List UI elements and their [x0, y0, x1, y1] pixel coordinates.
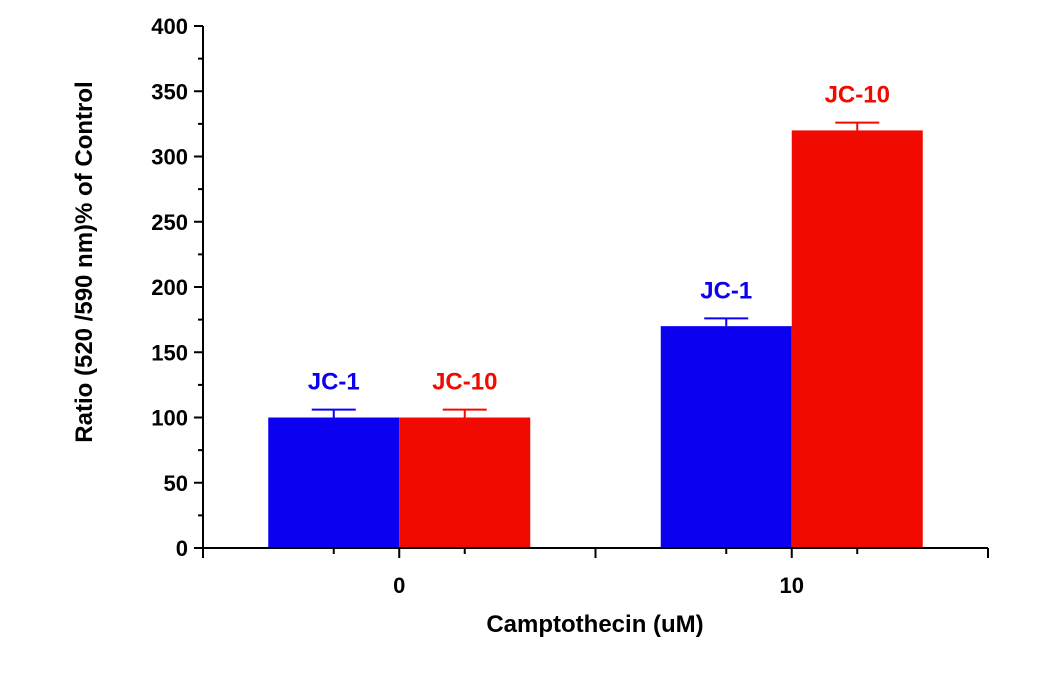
y-tick-label: 0 — [176, 536, 188, 561]
x-tick-label: 0 — [393, 573, 405, 598]
y-tick-label: 400 — [151, 14, 188, 39]
bar-data-label: JC-1 — [308, 369, 360, 396]
y-axis-title: Ratio (520 /590 nm)% of Control — [71, 81, 98, 442]
bar-jc-1-0 — [268, 417, 400, 548]
y-ticks-layer: 0 50 100 150 200 250 300 350 400 — [151, 14, 203, 561]
x-tick-label: 10 — [780, 573, 804, 598]
x-ticks-layer: 0 10 — [202, 548, 989, 598]
y-tick-label: 50 — [164, 471, 188, 496]
y-tick-label: 200 — [151, 275, 188, 300]
x-axis-title: Camptothecin (uM) — [486, 611, 703, 638]
bar-jc-10-0 — [399, 417, 531, 548]
bar-data-label: JC-10 — [432, 369, 497, 396]
bar-jc-10-10 — [791, 130, 923, 548]
bar-labels-layer: JC-1 JC-10 JC-1 JC-10 — [308, 82, 890, 396]
bars-layer — [268, 130, 923, 548]
y-tick-label: 100 — [151, 406, 188, 431]
y-tick-label: 250 — [151, 210, 188, 235]
error-bars-layer — [311, 121, 880, 418]
bar-jc-1-10 — [660, 326, 792, 548]
bar-data-label: JC-1 — [700, 277, 752, 304]
y-tick-label: 150 — [151, 340, 188, 365]
y-tick-label: 350 — [151, 79, 188, 104]
bar-data-label: JC-10 — [825, 82, 890, 109]
y-tick-label: 300 — [151, 145, 188, 170]
